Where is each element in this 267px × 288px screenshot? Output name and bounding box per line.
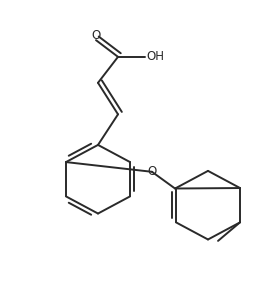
Text: OH: OH (146, 50, 164, 63)
Text: O: O (147, 165, 157, 178)
Text: O: O (91, 29, 101, 42)
